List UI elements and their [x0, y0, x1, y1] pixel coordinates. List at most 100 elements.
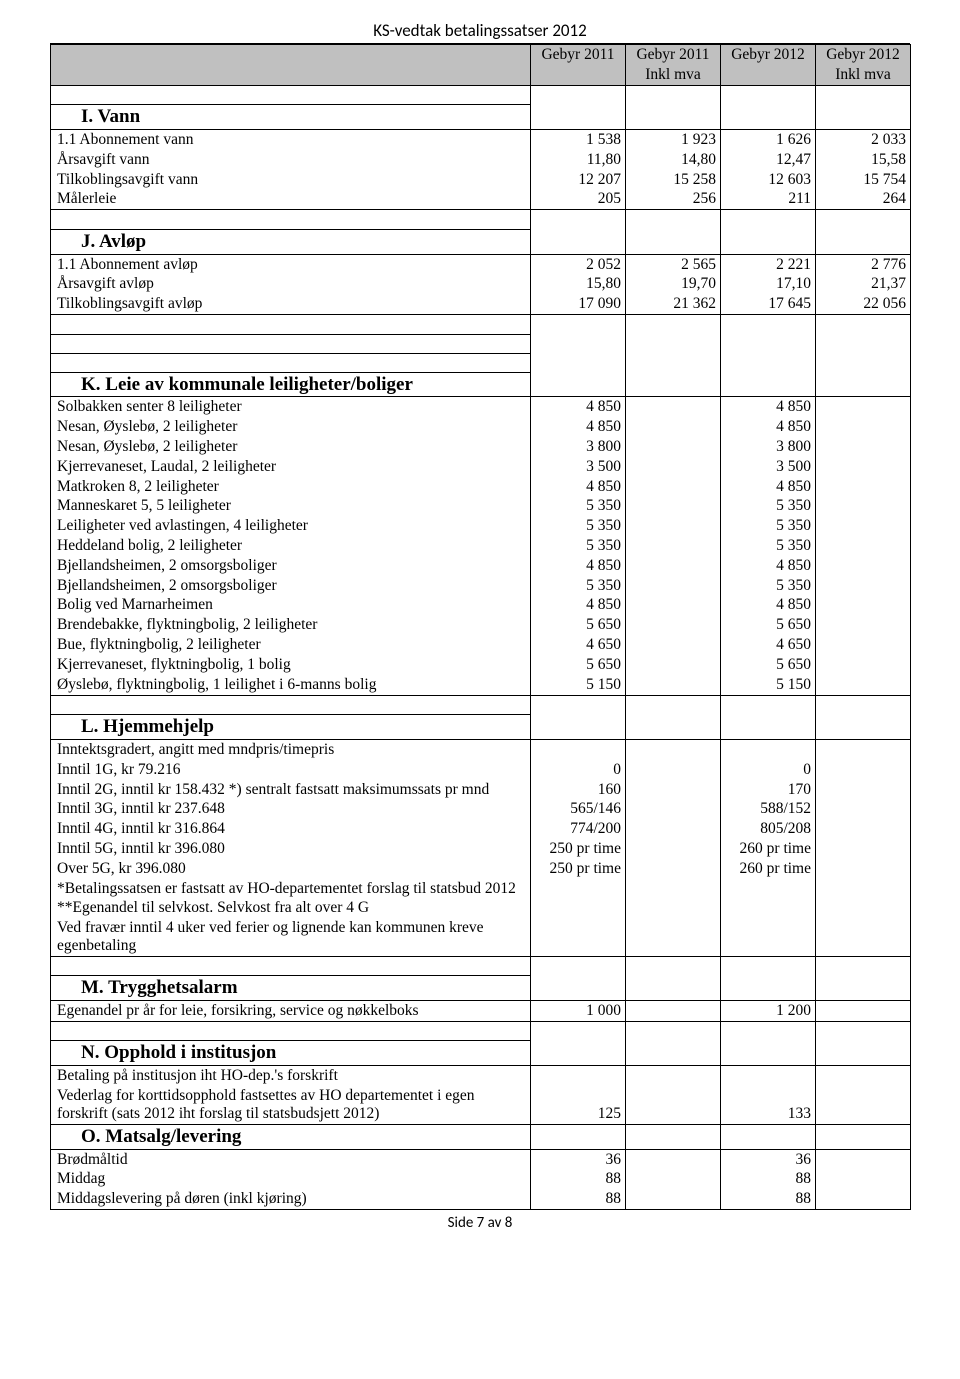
- empty-row: [51, 353, 911, 372]
- section-header-blank: [721, 715, 816, 740]
- row-value: [626, 739, 721, 759]
- table-row: 1.1 Abonnement vann1 5381 9231 6262 033: [51, 129, 911, 149]
- row-value: 36: [531, 1149, 626, 1169]
- row-value: 4 850: [721, 397, 816, 417]
- row-value: [626, 556, 721, 576]
- empty-cell: [721, 695, 816, 715]
- row-value: [816, 780, 911, 800]
- section-header-blank: [721, 229, 816, 254]
- header-c2: Gebyr 2011: [626, 45, 721, 65]
- row-value: [816, 879, 911, 899]
- table-row: **Egenandel til selvkost. Selvkost fra a…: [51, 898, 911, 918]
- row-value: [626, 839, 721, 859]
- page-footer: Side 7 av 8: [50, 1214, 910, 1232]
- row-value: [626, 536, 721, 556]
- table-row: Inntil 1G, kr 79.21600: [51, 760, 911, 780]
- row-label: Inntil 2G, inntil kr 158.432 *) sentralt…: [51, 780, 531, 800]
- row-label: Kjerrevaneset, flyktningbolig, 1 bolig: [51, 655, 531, 675]
- row-value: 15 258: [626, 170, 721, 190]
- row-value: 4 650: [531, 635, 626, 655]
- row-value: 4 850: [721, 417, 816, 437]
- row-label: Brendebakke, flyktningbolig, 2 leilighet…: [51, 615, 531, 635]
- row-value: 2 565: [626, 254, 721, 274]
- section-header-row: I. Vann: [51, 105, 911, 130]
- row-value: 160: [531, 780, 626, 800]
- section-header-row: N. Opphold i institusjon: [51, 1041, 911, 1066]
- row-value: 11,80: [531, 150, 626, 170]
- section-header-blank: [626, 229, 721, 254]
- empty-cell: [51, 85, 531, 105]
- section-header-row: L. Hjemmehjelp: [51, 715, 911, 740]
- section-header-blank: [721, 1041, 816, 1066]
- empty-cell: [816, 353, 911, 372]
- row-value: 256: [626, 189, 721, 209]
- table-row: Nesan, Øyslebø, 2 leiligheter3 8003 800: [51, 437, 911, 457]
- row-value: [626, 516, 721, 536]
- header-c3: Gebyr 2012: [721, 45, 816, 65]
- empty-cell: [626, 1021, 721, 1041]
- row-value: 5 350: [721, 536, 816, 556]
- row-value: [721, 1066, 816, 1086]
- empty-cell: [816, 85, 911, 105]
- row-value: 805/208: [721, 819, 816, 839]
- section-header: N. Opphold i institusjon: [51, 1041, 531, 1066]
- table-row: Ved fravær inntil 4 uker ved ferier og l…: [51, 918, 911, 956]
- row-value: [626, 635, 721, 655]
- row-value: 1 923: [626, 129, 721, 149]
- row-value: 88: [531, 1189, 626, 1209]
- row-value: 3 500: [721, 457, 816, 477]
- table-row: Brødmåltid3636: [51, 1149, 911, 1169]
- row-value: 1 200: [721, 1001, 816, 1022]
- table-row: Inntil 2G, inntil kr 158.432 *) sentralt…: [51, 780, 911, 800]
- row-value: 170: [721, 780, 816, 800]
- row-value: [626, 417, 721, 437]
- row-value: [626, 457, 721, 477]
- table-row: Solbakken senter 8 leiligheter4 8504 850: [51, 397, 911, 417]
- row-value: 5 150: [721, 675, 816, 695]
- row-value: [816, 556, 911, 576]
- header-c2b: Inkl mva: [626, 65, 721, 85]
- row-value: 4 850: [531, 477, 626, 497]
- row-value: [531, 879, 626, 899]
- row-value: 260 pr time: [721, 859, 816, 879]
- table-row: Bue, flyktningbolig, 2 leiligheter4 6504…: [51, 635, 911, 655]
- row-value: [816, 675, 911, 695]
- row-value: 15 754: [816, 170, 911, 190]
- row-value: [626, 1169, 721, 1189]
- row-label: Inntil 5G, inntil kr 396.080: [51, 839, 531, 859]
- section-header-blank: [816, 229, 911, 254]
- empty-cell: [51, 695, 531, 715]
- row-value: [816, 1149, 911, 1169]
- row-value: [626, 595, 721, 615]
- row-value: 22 056: [816, 294, 911, 314]
- empty-cell: [51, 210, 531, 230]
- row-value: 3 800: [721, 437, 816, 457]
- row-value: [626, 477, 721, 497]
- empty-cell: [721, 210, 816, 230]
- row-value: 125: [531, 1086, 626, 1124]
- row-label: Ved fravær inntil 4 uker ved ferier og l…: [51, 918, 531, 956]
- row-value: 588/152: [721, 799, 816, 819]
- empty-row: [51, 334, 911, 353]
- row-value: 5 650: [721, 655, 816, 675]
- row-label: Tilkoblingsavgift vann: [51, 170, 531, 190]
- row-value: [626, 1066, 721, 1086]
- table-row: Over 5G, kr 396.080250 pr time260 pr tim…: [51, 859, 911, 879]
- table-row: Tilkoblingsavgift vann12 20715 25812 603…: [51, 170, 911, 190]
- empty-cell: [721, 85, 816, 105]
- row-value: 4 850: [531, 556, 626, 576]
- row-label: Bjellandsheimen, 2 omsorgsboliger: [51, 576, 531, 596]
- row-value: 17,10: [721, 274, 816, 294]
- row-value: [816, 859, 911, 879]
- empty-row: [51, 956, 911, 976]
- table-row: Bolig ved Marnarheimen4 8504 850: [51, 595, 911, 615]
- row-value: [816, 437, 911, 457]
- row-value: [816, 1001, 911, 1022]
- row-value: [816, 1066, 911, 1086]
- row-value: [721, 879, 816, 899]
- empty-row: [51, 85, 911, 105]
- row-value: [721, 739, 816, 759]
- row-value: 250 pr time: [531, 839, 626, 859]
- row-value: [626, 655, 721, 675]
- row-value: [626, 879, 721, 899]
